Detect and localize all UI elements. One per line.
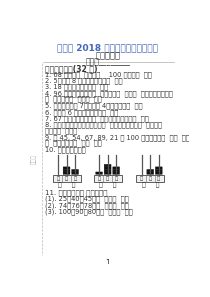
FancyBboxPatch shape	[104, 164, 111, 167]
Text: 三位是（  ）位。: 三位是（ ）位。	[45, 127, 77, 134]
FancyBboxPatch shape	[155, 167, 162, 169]
Text: 3. 18 个十组成的数是（  ）。: 3. 18 个十组成的数是（ ）。	[45, 84, 108, 90]
Text: （     ）: （ ）	[142, 183, 159, 188]
FancyBboxPatch shape	[147, 172, 154, 174]
FancyBboxPatch shape	[104, 167, 111, 169]
FancyBboxPatch shape	[113, 169, 120, 172]
Text: 百: 百	[140, 176, 143, 181]
Text: （  ），双数有（  ）（  ）。: （ ），双数有（ ）（ ）。	[45, 140, 102, 146]
Text: 5. 一个数个位是 7，十位是 4，这个数是（  ）。: 5. 一个数个位是 7，十位是 4，这个数是（ ）。	[45, 103, 142, 109]
FancyBboxPatch shape	[155, 169, 162, 172]
Text: 百: 百	[56, 176, 60, 181]
Text: 10. 写出下面各数：: 10. 写出下面各数：	[45, 147, 85, 154]
FancyBboxPatch shape	[72, 172, 79, 174]
FancyBboxPatch shape	[63, 172, 70, 174]
Text: (2). 74，76，78，（  ），（  ）。: (2). 74，76，78，（ ），（ ）。	[45, 202, 129, 208]
FancyBboxPatch shape	[113, 167, 120, 169]
Bar	[52, 175, 80, 182]
Text: (1). 25，40，45，（  ），（  ）。: (1). 25，40，45，（ ），（ ）。	[45, 196, 129, 202]
FancyBboxPatch shape	[72, 169, 79, 172]
FancyBboxPatch shape	[104, 172, 111, 174]
Text: 总分：________: 总分：________	[85, 57, 130, 66]
Text: 9. 在 45, 54, 67, 89, 21 和 100 中，步数有（  ）（  ）（  ）: 9. 在 45, 54, 67, 89, 21 和 100 中，步数有（ ）（ …	[45, 134, 198, 141]
Text: 十: 十	[106, 176, 109, 181]
Text: 8. 计数器从右边起，第一位是（  ）位，第二位是（  ）位，第: 8. 计数器从右边起，第一位是（ ）位，第二位是（ ）位，第	[45, 121, 162, 128]
Text: 十: 十	[65, 176, 68, 181]
Text: 一、填空题。(32 分): 一、填空题。(32 分)	[45, 64, 97, 73]
Text: (3). 100，90，80，（  ），（  ）。: (3). 100，90，80，（ ），（ ）。	[45, 208, 133, 215]
Text: 个: 个	[157, 176, 160, 181]
Text: 一年级数学: 一年级数学	[95, 51, 120, 60]
FancyBboxPatch shape	[147, 169, 154, 172]
FancyBboxPatch shape	[96, 172, 102, 174]
Text: 阜湖区 2018 年春学期期中调研试卷: 阜湖区 2018 年春学期期中调研试卷	[57, 43, 158, 52]
FancyBboxPatch shape	[113, 172, 120, 174]
Text: 4. 96 的十位上的数是（  ），表示（  ）个（  ），个位上的数是: 4. 96 的十位上的数是（ ），表示（ ）个（ ），个位上的数是	[45, 90, 173, 97]
Text: 6. 十位是 6 的最大两位数是（  ）。: 6. 十位是 6 的最大两位数是（ ）。	[45, 109, 118, 116]
Text: 装订线: 装订线	[31, 154, 37, 164]
Text: 1. 68 里面有（  ）个十，    100 个一是（  ）。: 1. 68 里面有（ ）个十， 100 个一是（ ）。	[45, 71, 152, 78]
FancyBboxPatch shape	[104, 169, 111, 172]
Bar	[94, 175, 122, 182]
FancyBboxPatch shape	[63, 169, 70, 172]
Text: 11. 按规律填出（ ）里的数。: 11. 按规律填出（ ）里的数。	[45, 189, 107, 196]
Text: 7. 67 的前面一个数是（  ），后面一个数是（  ）。: 7. 67 的前面一个数是（ ），后面一个数是（ ）。	[45, 115, 148, 122]
Text: 1: 1	[105, 259, 110, 268]
Text: 个: 个	[74, 176, 77, 181]
Text: （  ），表示（  ）个（  ）。: （ ），表示（ ）个（ ）。	[45, 96, 102, 102]
Text: 十: 十	[149, 176, 152, 181]
Text: （     ）: （ ）	[99, 183, 116, 188]
Text: 个: 个	[115, 176, 118, 181]
FancyBboxPatch shape	[155, 172, 162, 174]
Text: （     ）: （ ）	[58, 183, 75, 188]
Text: 2. 5个一和 8 个十组成的数是（  ）。: 2. 5个一和 8 个十组成的数是（ ）。	[45, 78, 122, 84]
FancyBboxPatch shape	[63, 167, 70, 169]
Text: 百: 百	[97, 176, 101, 181]
Bar	[136, 175, 164, 182]
